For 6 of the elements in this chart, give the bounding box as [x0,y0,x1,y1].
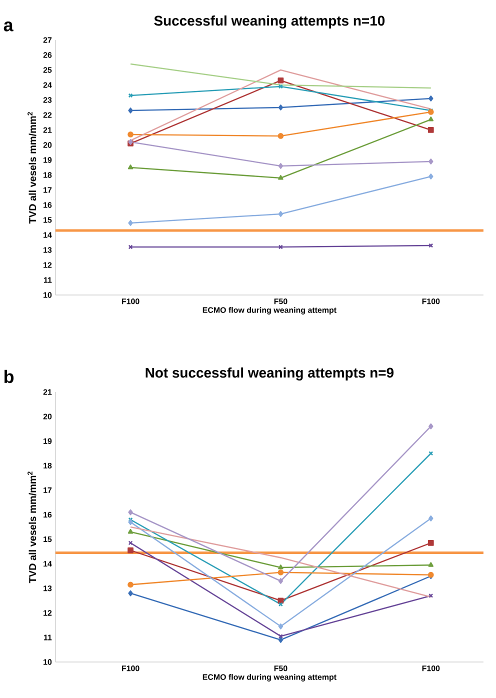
y-axis-title: TVD all vesels mm/mm$^{2}$ [27,112,36,224]
y-axis-title: TVD all vesels mm/mm$^{2}$ [27,472,36,584]
text: b [4,370,14,384]
chart-title: Not successful weaning attempts n=9 [146,367,394,381]
text: a [4,22,14,32]
chart-title: Successful weaning attempts n=10 [154,15,384,29]
